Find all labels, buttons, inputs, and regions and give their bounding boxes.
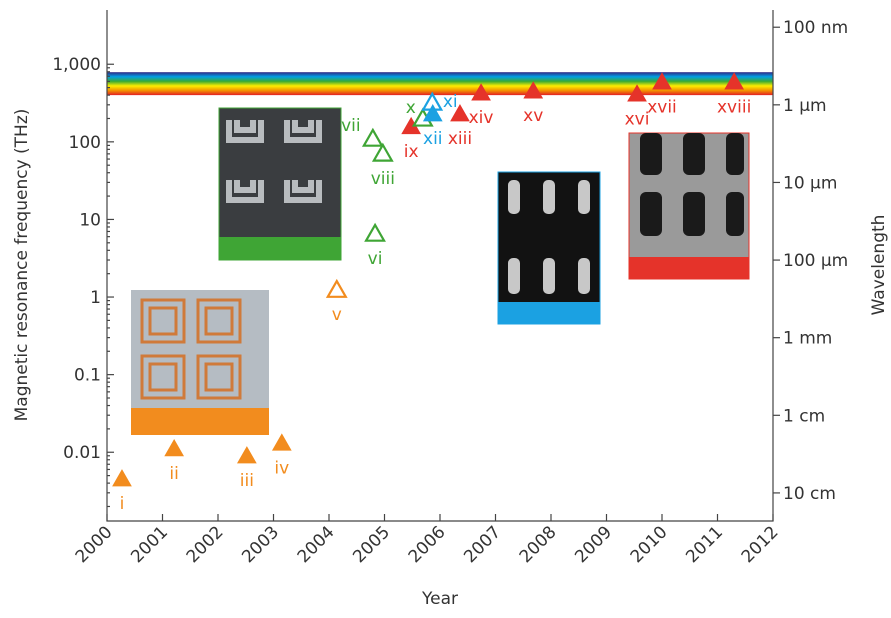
point-label: ii [169, 464, 178, 484]
data-point [371, 142, 394, 162]
y-tick-label: 0.1 [74, 366, 101, 386]
x-axis-label: Year [421, 589, 458, 609]
data-point [164, 439, 185, 457]
point-label: iii [240, 471, 254, 491]
data-point [724, 72, 745, 90]
point-label: xii [423, 129, 443, 149]
x-tick-label: 2009 [571, 522, 616, 567]
data-point [450, 104, 470, 122]
y-tick-label: 0.01 [63, 443, 101, 463]
point-label: i [120, 494, 125, 514]
y2-tick-label: 10 cm [783, 484, 836, 504]
data-point [422, 104, 443, 122]
point-label: xiii [448, 129, 472, 149]
y2-tick-label: 1 μm [783, 96, 827, 116]
point-label: xviii [717, 97, 751, 117]
x-tick-label: 2011 [682, 522, 727, 567]
x-tick-label: 2002 [183, 522, 228, 567]
y2-tick-label: 10 μm [783, 173, 837, 193]
y-tick-label: 1,000 [52, 55, 101, 75]
y-axis-label: Magnetic resonance frequency (THz) [12, 109, 32, 422]
inset-orange [131, 290, 269, 435]
y2-tick-label: 100 μm [783, 251, 848, 271]
data-point [627, 84, 647, 102]
point-label: xvii [647, 97, 677, 117]
x-tick-label: 2005 [349, 522, 394, 567]
y-tick-label: 10 [79, 210, 101, 230]
point-label: xiv [469, 108, 494, 128]
x-tick-label: 2000 [72, 522, 117, 567]
point-label: x [406, 98, 416, 118]
inset-blue [497, 171, 601, 325]
y2-tick-label: 1 cm [783, 406, 825, 426]
data-point [364, 222, 386, 242]
x-tick-label: 2010 [627, 522, 672, 567]
y-tick-label: 100 [69, 133, 101, 153]
data-point [652, 72, 672, 90]
point-label: xi [443, 92, 458, 112]
x-tick-label: 2001 [127, 522, 172, 567]
insets [131, 107, 750, 435]
data-point [523, 81, 544, 99]
x-tick-label: 2012 [738, 522, 783, 567]
data-point [236, 446, 257, 464]
point-label: xvi [625, 109, 650, 129]
point-label: iv [274, 458, 289, 478]
data-point [361, 127, 384, 147]
data-point [471, 83, 491, 101]
data-point [271, 433, 292, 451]
y2-tick-label: 1 mm [783, 329, 832, 349]
point-label: ix [404, 142, 419, 162]
visible-band [107, 72, 773, 96]
data-point [112, 469, 132, 487]
data-point [325, 278, 348, 298]
x-tick-label: 2006 [405, 522, 450, 567]
x-tick-label: 2007 [460, 522, 505, 567]
y2-axis-label: Wavelength [869, 215, 889, 316]
y-tick-label: 1 [90, 288, 101, 308]
y2-tick-label: 100 nm [783, 18, 848, 38]
inset-red [628, 132, 750, 280]
x-tick-label: 2004 [294, 522, 339, 567]
inset-green [218, 107, 342, 261]
point-label: vi [368, 249, 383, 269]
x-tick-label: 2008 [516, 522, 561, 567]
point-label: vii [341, 116, 361, 136]
point-label: viii [371, 169, 395, 189]
point-label: xv [523, 106, 543, 126]
point-label: v [332, 305, 342, 325]
x-tick-label: 2003 [238, 522, 283, 567]
